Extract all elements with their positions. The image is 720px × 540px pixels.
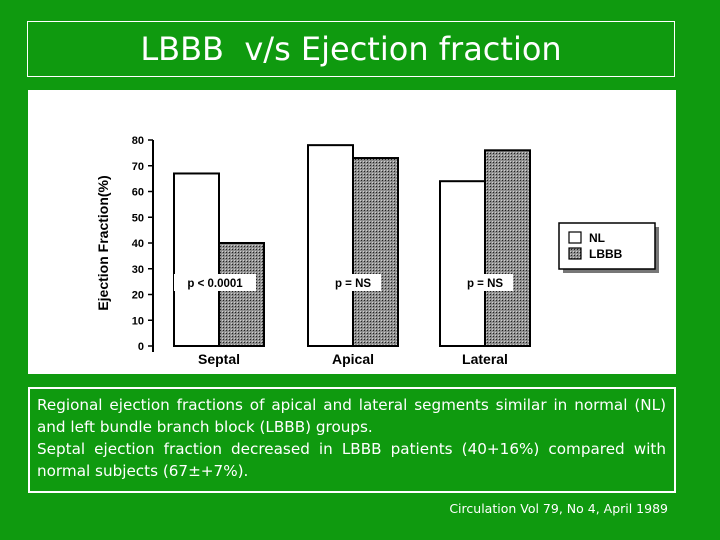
p-value-label: p = NS (335, 278, 371, 290)
caption-line-2: Septal ejection fraction decreased in LB… (37, 440, 666, 480)
p-value-box (325, 274, 381, 291)
p-value-label: p < 0.0001 (187, 278, 243, 290)
x-category-label: Apical (332, 351, 374, 367)
bar-septal-nl (173, 172, 220, 347)
p-value-label: p = NS (467, 278, 503, 290)
y-tick-label: 50 (132, 212, 144, 224)
legend-swatch-nl (568, 231, 582, 244)
bar-apical-lbbb (352, 157, 399, 348)
p-value-box (457, 274, 513, 291)
y-axis-label: Ejection Fraction(%) (95, 175, 111, 310)
bar-apical-nl (307, 144, 354, 348)
legend-label-lbbb: LBBB (589, 247, 623, 261)
legend-swatch-lbbb (568, 247, 582, 260)
title-box: LBBB v/s Ejection fraction (27, 21, 675, 77)
y-tick-label: 30 (132, 264, 144, 276)
x-category-label: Septal (198, 351, 240, 367)
y-tick-label: 40 (132, 238, 144, 250)
y-tick-label: 0 (138, 341, 144, 353)
y-tick-label: 80 (132, 135, 144, 147)
y-tick-label: 60 (132, 187, 144, 199)
legend-box (558, 222, 656, 270)
bar-lateral-lbbb (484, 149, 531, 347)
bar-septal-lbbb (218, 242, 265, 347)
y-tick-label: 10 (132, 315, 144, 327)
x-category-label: Lateral (462, 351, 508, 367)
p-value-box (174, 274, 256, 291)
legend-label-nl: NL (589, 231, 605, 245)
citation: Circulation Vol 79, No 4, April 1989 (449, 501, 668, 516)
chart-figure: 0 10 20 30 40 50 60 70 80 Ejection Fraction(%) Sep… (28, 90, 676, 374)
caption-box: Regional ejection fractions of apical an… (28, 387, 676, 493)
y-tick-label: 20 (132, 290, 144, 302)
bar-lateral-nl (439, 180, 486, 347)
caption-line-1: Regional ejection fractions of apical an… (37, 396, 666, 436)
slide-title: LBBB v/s Ejection fraction (140, 30, 562, 68)
bar-chart: 0 10 20 30 40 50 60 70 80 Ejection Fraction(%) Sep… (95, 135, 659, 367)
y-tick-label: 70 (132, 161, 144, 173)
